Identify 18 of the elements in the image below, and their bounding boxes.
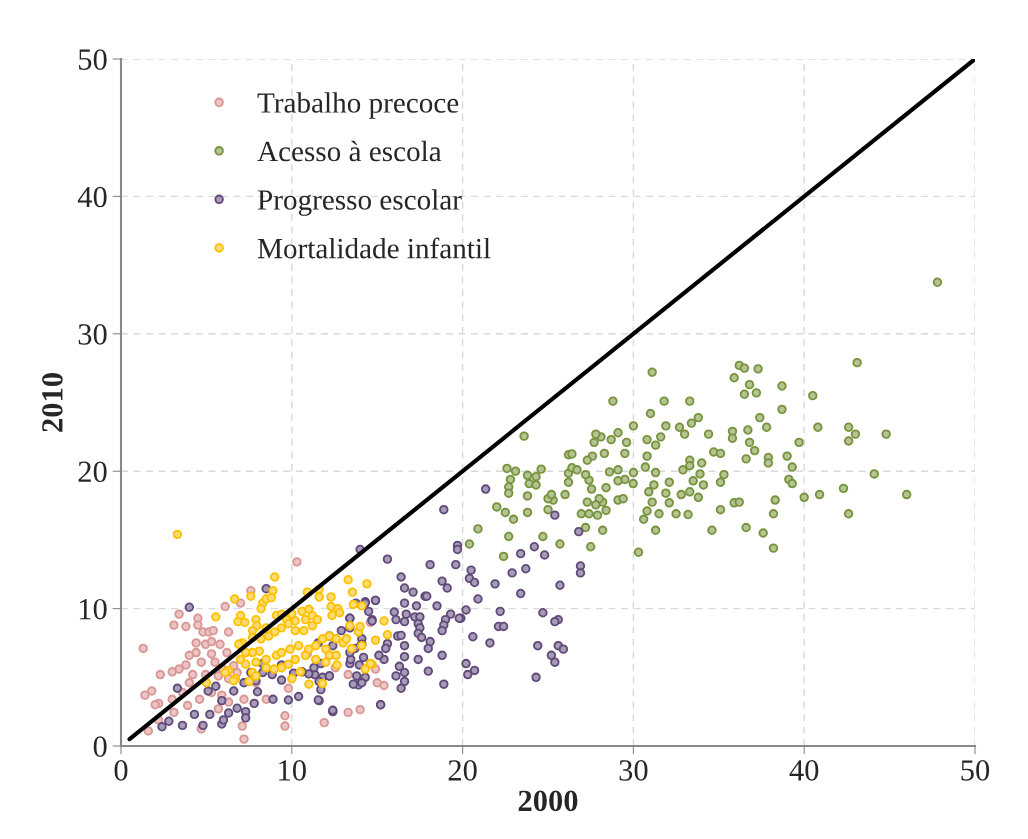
x-tick-label: 50 (961, 760, 990, 781)
y-axis-title: 2010 (42, 373, 63, 432)
y-tick-label: 30 (78, 324, 107, 345)
y-tick-label: 10 (79, 598, 107, 620)
legend-label: Progresso escolar (257, 189, 462, 216)
y-tick-label: 50 (79, 49, 107, 70)
x-tick-label: 40 (789, 760, 819, 781)
x-axis-title: 2000 (518, 790, 578, 812)
legend-label: Mortalidade infantil (257, 237, 491, 259)
x-tick-label: 0 (114, 760, 128, 781)
x-tick-label: 10 (279, 760, 306, 781)
x-tick-label: 20 (448, 760, 477, 781)
y-tick-label: 0 (93, 736, 107, 757)
y-tick-label: 20 (78, 461, 107, 483)
y-tick-label: 40 (77, 186, 107, 208)
x-tick-label: 30 (619, 760, 648, 781)
legend-label: Trabalho precoce (257, 92, 459, 119)
legend-label: Acesso à escola (257, 140, 442, 162)
